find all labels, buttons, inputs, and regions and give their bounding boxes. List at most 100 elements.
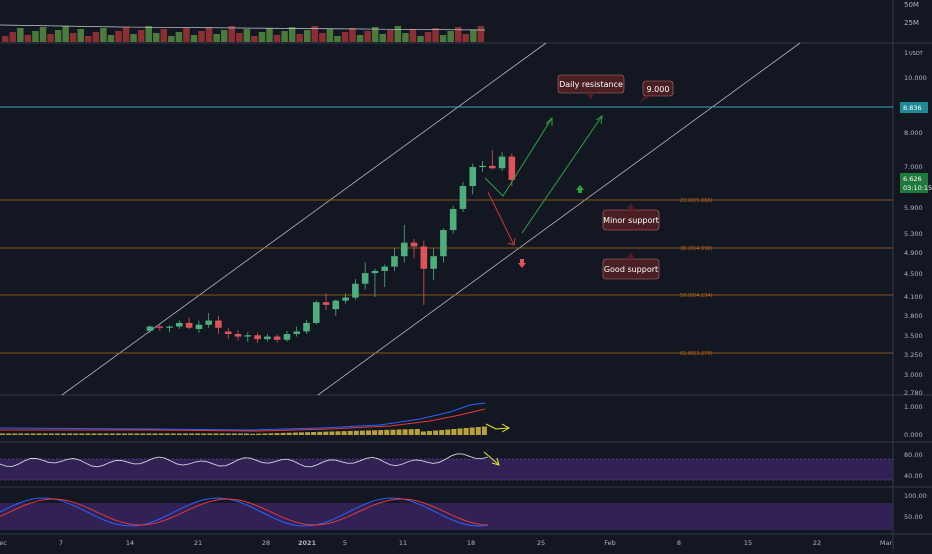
candle-body bbox=[381, 266, 389, 271]
volume-bar bbox=[455, 27, 462, 42]
callout-target-text: 9.000 bbox=[647, 85, 670, 94]
candle-body bbox=[430, 256, 437, 269]
volume-bar bbox=[220, 30, 228, 42]
resistance-price-label: 8.836 bbox=[903, 104, 922, 112]
down-arrow-icon bbox=[518, 259, 526, 268]
macd-hist-bar bbox=[91, 433, 97, 435]
volume-bar bbox=[432, 28, 439, 42]
projection-arrows bbox=[484, 114, 603, 246]
price-tick: 5.900 bbox=[904, 204, 923, 212]
volume-bar bbox=[100, 28, 107, 42]
candle-body bbox=[469, 167, 477, 187]
volume-tick-25m: 25M bbox=[904, 19, 919, 27]
macd-hist-bar bbox=[237, 433, 243, 435]
macd-hist-bar bbox=[225, 433, 231, 435]
volume-bar bbox=[379, 34, 386, 42]
macd-hist-bar bbox=[201, 433, 207, 435]
volume-bar bbox=[439, 35, 447, 42]
candle-body bbox=[312, 302, 320, 323]
volume-bar bbox=[213, 34, 220, 42]
candlestick-series bbox=[146, 149, 516, 344]
volume-bar bbox=[168, 36, 175, 42]
macd-hist-bar bbox=[268, 433, 274, 435]
volume-bar bbox=[39, 27, 47, 42]
candle-body bbox=[283, 333, 291, 340]
volume-bar bbox=[296, 34, 303, 42]
price-tick: 3.000 bbox=[904, 371, 923, 379]
countdown-label: 03:10:15 bbox=[903, 184, 932, 192]
callout-minor-support[interactable]: Minor support bbox=[602, 203, 660, 231]
candle-body bbox=[489, 165, 496, 169]
candle-body bbox=[244, 335, 252, 337]
volume-bar bbox=[62, 26, 69, 42]
macd-hist-bar bbox=[341, 431, 347, 435]
macd-hist-bar bbox=[176, 433, 182, 435]
volume-bar bbox=[17, 28, 24, 42]
macd-hist-bar bbox=[134, 433, 140, 435]
macd-hist-bar bbox=[79, 433, 85, 435]
volume-bar bbox=[364, 31, 371, 42]
volume-bar bbox=[198, 31, 205, 42]
volume-bar bbox=[387, 30, 394, 42]
macd-hist-bar bbox=[244, 433, 249, 435]
macd-hist-bar bbox=[42, 433, 48, 435]
price-axis: 1 USDT 10.000 8.000 7.000 5.900 5.300 4.… bbox=[904, 49, 927, 397]
fib-levels bbox=[0, 199, 893, 354]
volume-bar bbox=[477, 26, 485, 42]
last-price-badge bbox=[900, 173, 928, 193]
stoch-d-line bbox=[0, 498, 489, 526]
macd-arrowhead bbox=[501, 423, 511, 433]
price-tick-top: 1 bbox=[904, 49, 908, 57]
rsi-divergence-arrow bbox=[483, 451, 499, 465]
time-tick: Mar bbox=[880, 539, 893, 547]
macd-hist-bar bbox=[390, 429, 396, 435]
volume-bar bbox=[288, 27, 296, 42]
volume-bar bbox=[175, 32, 183, 42]
callout-daily-resistance[interactable]: Daily resistance bbox=[557, 74, 625, 100]
volume-bar bbox=[145, 26, 152, 42]
projection-red bbox=[487, 191, 515, 246]
candle-body bbox=[215, 320, 222, 328]
macd-hist-bar bbox=[122, 433, 127, 435]
macd-hist-bar bbox=[372, 430, 378, 435]
volume-ma-line bbox=[0, 24, 486, 31]
macd-hist-bar bbox=[463, 428, 469, 435]
macd-tick-0: 0.000 bbox=[904, 431, 923, 439]
time-tick: 18 bbox=[467, 539, 475, 547]
volume-bar bbox=[319, 33, 326, 42]
candle-body bbox=[176, 322, 183, 327]
macd-panel bbox=[0, 402, 487, 435]
callout-good-support[interactable]: Good support bbox=[602, 252, 660, 280]
time-tick: 21 bbox=[194, 539, 202, 547]
macd-hist-bar bbox=[481, 426, 487, 435]
macd-hist-bar bbox=[85, 433, 91, 435]
volume-bar bbox=[32, 31, 39, 42]
volume-bar bbox=[153, 33, 160, 42]
price-tick: 7.000 bbox=[904, 163, 923, 171]
candle-body bbox=[410, 242, 418, 247]
price-axis-unit: USDT bbox=[909, 51, 924, 57]
macd-hist-bar bbox=[262, 433, 268, 435]
macd-hist-bar bbox=[146, 433, 152, 435]
macd-hist-bar bbox=[323, 431, 329, 435]
projection-green-2 bbox=[521, 115, 603, 234]
candle-body bbox=[508, 156, 516, 181]
macd-line bbox=[0, 402, 486, 431]
volume-bar bbox=[334, 36, 341, 42]
candle-body bbox=[146, 326, 154, 331]
macd-hist-bar bbox=[231, 433, 237, 435]
macd-hist-bar bbox=[152, 433, 158, 435]
macd-hist-bar bbox=[183, 433, 188, 435]
macd-hist-bar bbox=[250, 433, 256, 435]
time-tick: ec bbox=[0, 539, 7, 547]
macd-hist-bar bbox=[451, 429, 457, 435]
rsi-arrowhead bbox=[491, 457, 500, 466]
price-tick: 4.100 bbox=[904, 293, 923, 301]
macd-hist-bar bbox=[115, 433, 121, 435]
volume-bar bbox=[356, 35, 364, 42]
callout-target[interactable]: 9.000 bbox=[639, 80, 674, 103]
macd-hist-bar bbox=[207, 433, 213, 435]
price-tick: 5.300 bbox=[904, 230, 923, 238]
volume-bar bbox=[69, 33, 77, 42]
